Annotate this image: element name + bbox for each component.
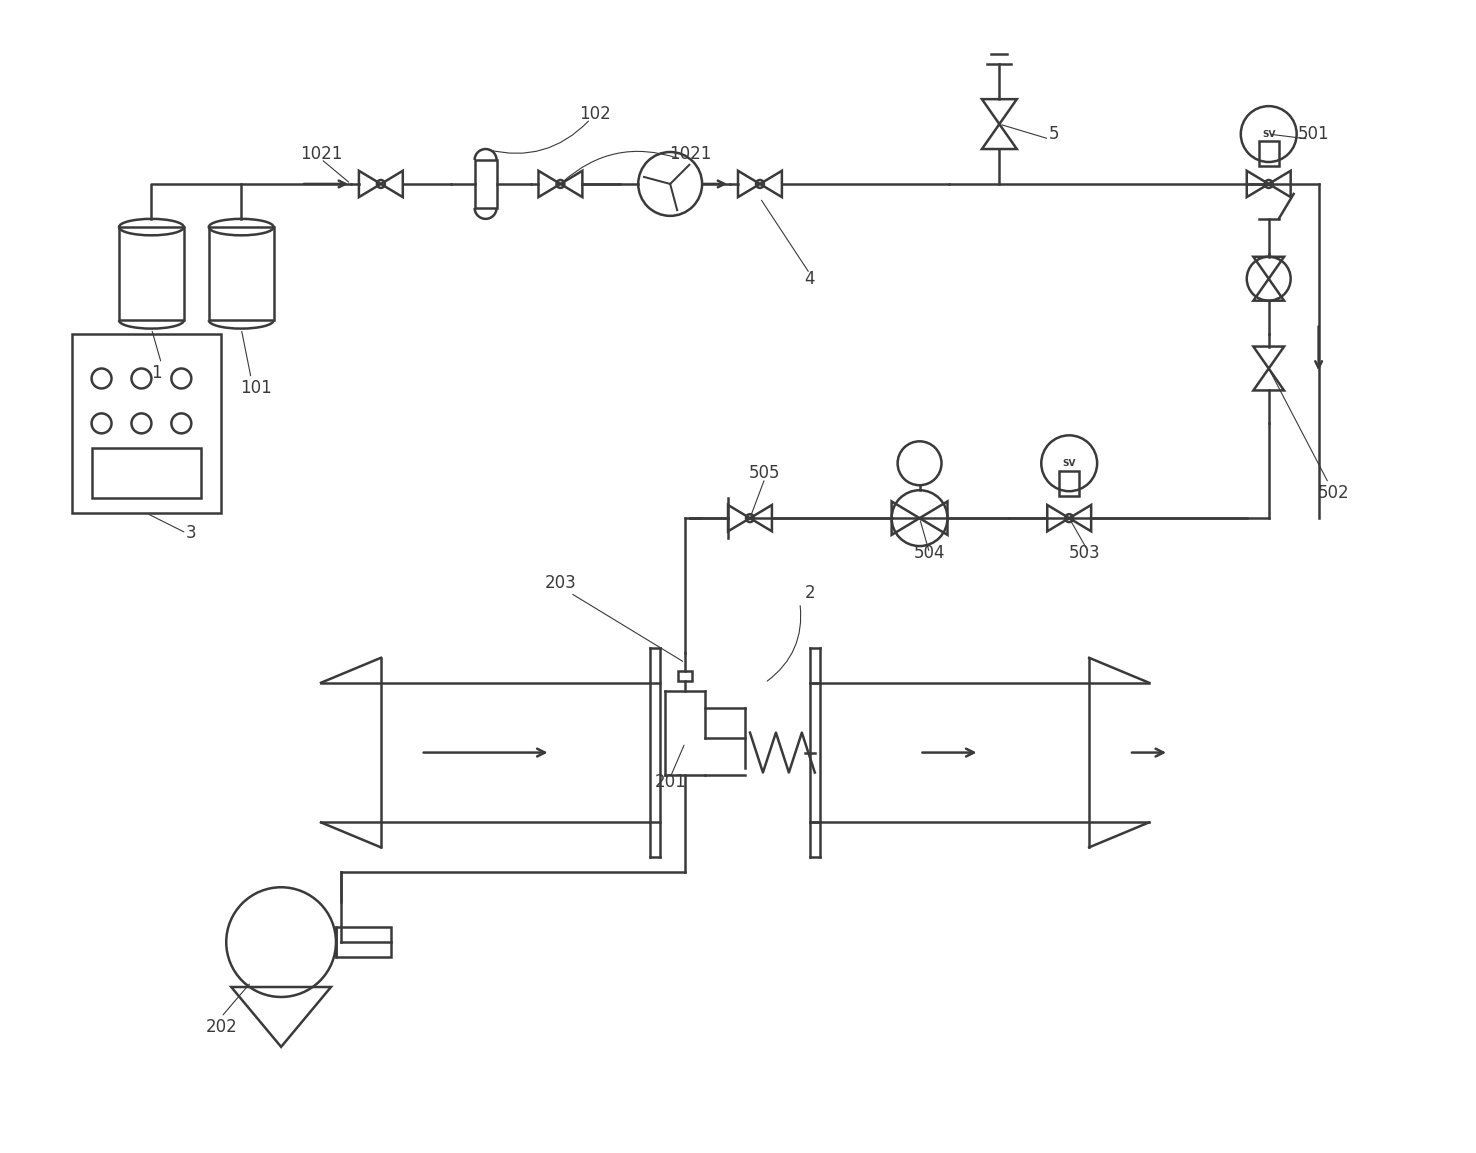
Text: 101: 101 (241, 379, 272, 398)
Text: 4: 4 (804, 270, 815, 288)
Bar (1060, 472, 1079, 496)
Bar (120, 227, 184, 321)
Bar (475, 160, 496, 208)
Text: 202: 202 (205, 1018, 238, 1035)
Text: 1: 1 (151, 364, 162, 383)
Text: 505: 505 (750, 465, 781, 482)
Bar (1259, 141, 1278, 166)
Bar (677, 671, 692, 680)
Text: 3: 3 (186, 525, 196, 542)
Text: 5: 5 (1049, 125, 1060, 143)
Text: 504: 504 (914, 544, 945, 562)
Text: 2: 2 (804, 583, 815, 602)
Bar (208, 227, 273, 321)
Text: SV: SV (1262, 129, 1275, 138)
Text: SV: SV (1063, 459, 1076, 468)
Text: 501: 501 (1297, 125, 1330, 143)
Bar (337, 927, 391, 957)
Text: 203: 203 (545, 574, 576, 591)
Bar (72, 333, 221, 513)
Text: 201: 201 (654, 774, 686, 791)
Text: 1021: 1021 (300, 145, 342, 163)
Text: 102: 102 (580, 105, 611, 123)
Text: 503: 503 (1069, 544, 1100, 562)
Text: 1021: 1021 (669, 145, 711, 163)
Bar (92, 449, 201, 498)
Text: 502: 502 (1318, 484, 1349, 503)
